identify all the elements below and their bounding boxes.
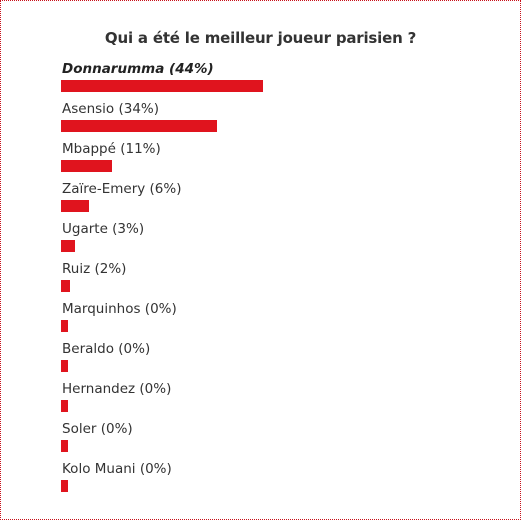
poll-option-label: Ruiz (2%) [62, 261, 127, 277]
poll-option-label: Zaïre-Emery (6%) [62, 181, 182, 197]
poll-option[interactable]: Asensio (34%) [61, 101, 481, 139]
poll-option[interactable]: Zaïre-Emery (6%) [61, 181, 481, 219]
poll-option[interactable]: Soler (0%) [61, 421, 481, 459]
poll-option[interactable]: Beraldo (0%) [61, 341, 481, 379]
poll-option[interactable]: Hernandez (0%) [61, 381, 481, 419]
poll-option[interactable]: Mbappé (11%) [61, 141, 481, 179]
poll-option-label: Mbappé (11%) [62, 141, 161, 157]
poll-option-bar [61, 160, 112, 172]
poll-option-bar [61, 480, 68, 492]
poll-option-label: Ugarte (3%) [62, 221, 145, 237]
poll-option-bar [61, 360, 68, 372]
poll-option-label: Marquinhos (0%) [62, 301, 177, 317]
poll-option-bar [61, 440, 68, 452]
poll-option-label: Asensio (34%) [62, 101, 160, 117]
poll-option-bar [61, 200, 89, 212]
poll-option[interactable]: Ugarte (3%) [61, 221, 481, 259]
poll-option-bar [61, 120, 217, 132]
poll-option[interactable]: Marquinhos (0%) [61, 301, 481, 339]
poll-option[interactable]: Ruiz (2%) [61, 261, 481, 299]
poll-option[interactable]: Donnarumma (44%) [61, 61, 481, 99]
poll-option-label: Kolo Muani (0%) [62, 461, 172, 477]
poll-title: Qui a été le meilleur joueur parisien ? [104, 29, 417, 47]
poll-option-bar [61, 400, 68, 412]
poll-option-label: Beraldo (0%) [62, 341, 151, 357]
poll-option-bar [61, 240, 75, 252]
poll-option-label: Hernandez (0%) [62, 381, 172, 397]
poll-option[interactable]: Kolo Muani (0%) [61, 461, 481, 499]
poll-option-label: Soler (0%) [62, 421, 133, 437]
poll-option-bar [61, 80, 263, 92]
poll-option-label: Donnarumma (44%) [62, 61, 214, 77]
poll-option-bar [61, 280, 70, 292]
poll-option-bar [61, 320, 68, 332]
